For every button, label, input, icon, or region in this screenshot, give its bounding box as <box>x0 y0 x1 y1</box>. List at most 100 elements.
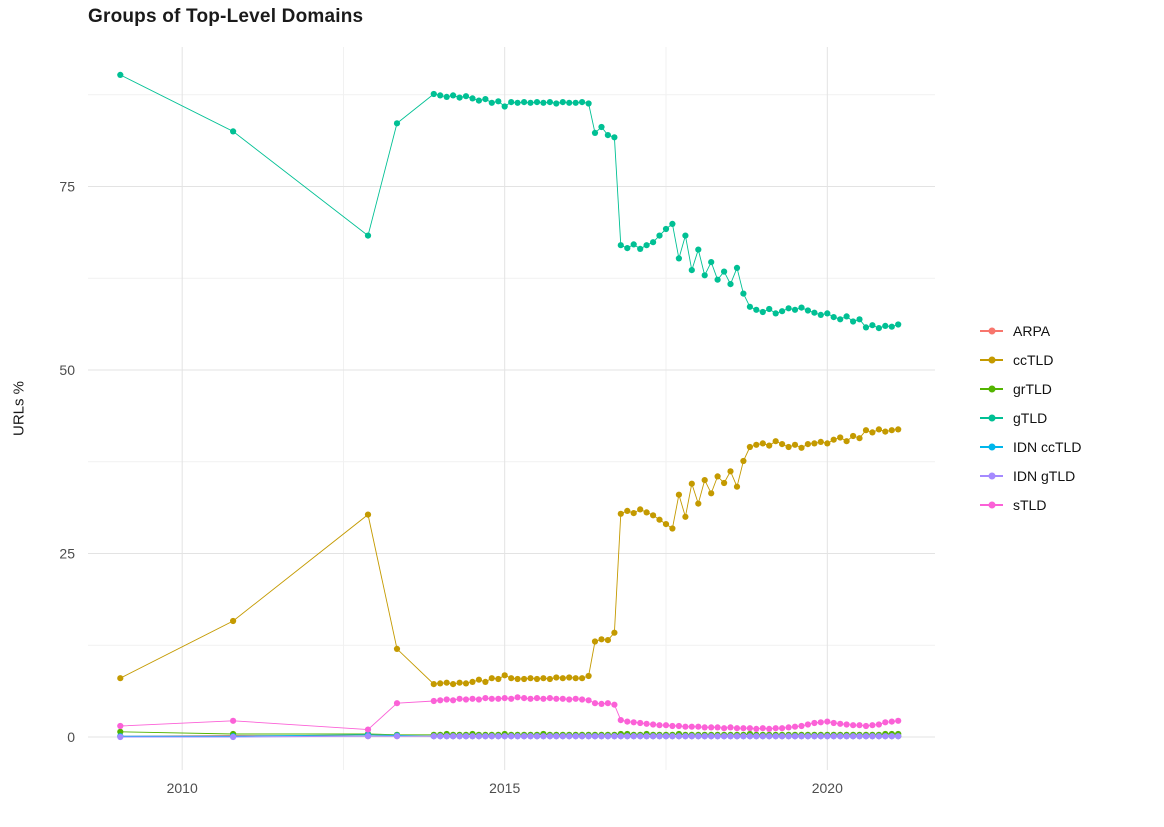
data-point <box>469 678 476 686</box>
legend-label: sTLD <box>1013 496 1047 513</box>
data-point <box>882 322 889 329</box>
data-point <box>869 733 876 740</box>
data-point <box>469 695 476 702</box>
data-point <box>837 316 844 323</box>
data-point <box>837 720 844 727</box>
legend-label: gTLD <box>1013 409 1048 426</box>
data-point <box>811 309 818 316</box>
data-point <box>430 697 437 705</box>
data-point <box>430 90 437 98</box>
data-point <box>721 268 728 275</box>
data-point <box>559 675 566 682</box>
data-point <box>669 525 676 532</box>
data-point <box>604 700 612 707</box>
data-point <box>650 239 657 246</box>
data-point <box>482 695 489 702</box>
data-point <box>591 700 599 707</box>
data-point <box>727 724 734 731</box>
data-point <box>714 733 721 740</box>
data-point <box>630 509 637 517</box>
data-point <box>540 695 547 702</box>
data-point <box>450 681 457 688</box>
legend-item-idn-cctld: IDN ccTLD <box>980 438 1081 455</box>
data-point <box>882 733 889 740</box>
data-point <box>837 733 844 740</box>
data-point <box>875 733 883 740</box>
legend-key-icon <box>980 323 1003 338</box>
legend-label: grTLD <box>1013 380 1052 397</box>
data-point <box>830 436 837 443</box>
data-point <box>714 724 721 731</box>
data-point <box>598 700 605 708</box>
data-point <box>437 680 444 687</box>
data-point <box>656 733 663 740</box>
data-point <box>591 733 599 740</box>
data-point <box>230 717 237 724</box>
data-point <box>675 255 683 262</box>
legend-label: IDN gTLD <box>1013 467 1076 484</box>
data-point <box>585 672 592 680</box>
data-point <box>688 267 695 274</box>
data-point <box>701 272 708 279</box>
data-point <box>540 675 547 682</box>
data-point <box>695 723 702 730</box>
data-point <box>753 441 760 448</box>
data-point <box>456 733 463 740</box>
legend-key-dot <box>988 327 995 334</box>
y-tick-label: 50 <box>59 362 75 378</box>
data-point <box>791 723 799 730</box>
data-point <box>514 99 521 106</box>
data-point <box>527 99 534 106</box>
data-point <box>650 733 657 740</box>
legend-key-icon <box>980 439 1003 454</box>
legend-key-icon <box>980 468 1003 483</box>
data-point <box>650 512 657 519</box>
data-point <box>675 491 683 498</box>
data-point <box>817 311 824 318</box>
data-point <box>533 99 541 106</box>
data-point <box>488 99 495 106</box>
data-point <box>230 617 237 625</box>
legend-item-cctld: ccTLD <box>980 351 1081 368</box>
data-point <box>850 318 857 325</box>
data-point <box>482 96 489 103</box>
data-point <box>540 99 547 106</box>
data-point <box>624 733 631 740</box>
legend-key-dot <box>988 443 995 450</box>
data-point <box>546 99 554 106</box>
data-point <box>475 696 482 703</box>
data-point <box>695 733 702 740</box>
data-point <box>817 438 824 445</box>
legend-key-icon <box>980 381 1003 396</box>
data-point <box>514 675 521 683</box>
data-point <box>798 304 805 311</box>
data-point <box>475 97 482 104</box>
data-point <box>798 444 805 451</box>
data-point <box>462 733 470 740</box>
data-point <box>701 733 708 740</box>
data-point <box>643 720 650 727</box>
data-point <box>604 637 612 644</box>
legend-item-stld: sTLD <box>980 496 1081 513</box>
data-point <box>585 733 592 740</box>
data-point <box>630 241 637 248</box>
data-point <box>533 675 541 683</box>
data-point <box>682 723 689 730</box>
data-point <box>875 426 883 433</box>
data-point <box>488 733 495 740</box>
data-point <box>766 305 773 313</box>
data-point <box>708 259 715 266</box>
data-point <box>559 733 566 740</box>
data-point <box>553 100 560 107</box>
data-point <box>559 99 566 106</box>
legend-label: ccTLD <box>1013 351 1054 368</box>
data-point <box>488 695 495 702</box>
data-point <box>669 733 676 740</box>
data-point <box>501 733 508 740</box>
data-point <box>604 132 612 139</box>
series-stld <box>117 694 902 733</box>
data-point <box>869 429 876 436</box>
data-point <box>708 490 715 497</box>
chart-title: Groups of Top-Level Domains <box>88 6 364 27</box>
data-point <box>740 290 747 297</box>
